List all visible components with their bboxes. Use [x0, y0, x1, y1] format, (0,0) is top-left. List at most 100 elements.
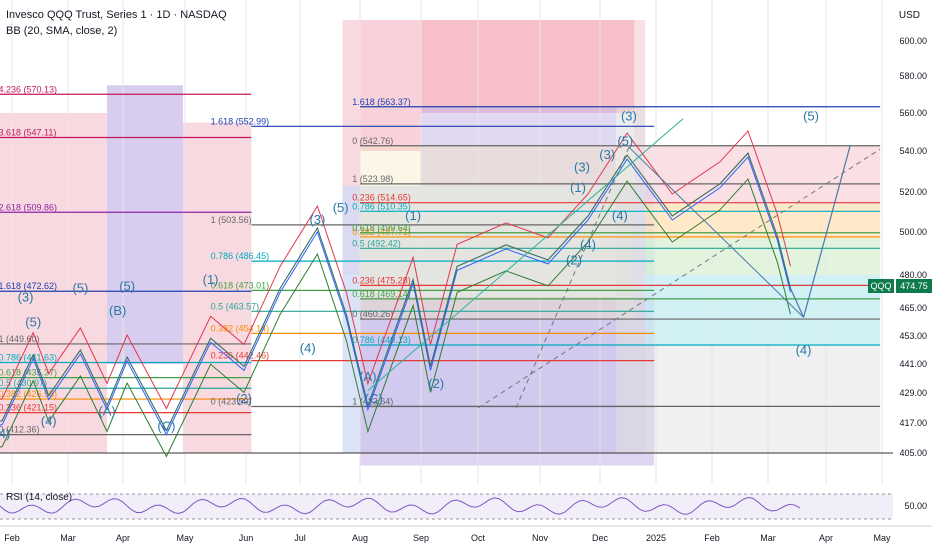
- wave-label-1: (3): [18, 289, 34, 304]
- fib-label-middle-7: 0 (423.59): [211, 397, 252, 407]
- wave-label-9: (1): [203, 272, 219, 287]
- wave-label-26: (4): [796, 343, 812, 358]
- y-tick-7: 465.00: [899, 303, 927, 313]
- y-tick-6: 480.00: [899, 270, 927, 280]
- wave-label-16: (1): [405, 208, 421, 223]
- y-tick-5: 500.00: [899, 227, 927, 237]
- channel-line: [367, 118, 684, 391]
- elliott-wave-labels: (4)(3)(5)(4)(5)(A)(B)(5)(C)(1)(2)(3)(5)(…: [0, 109, 819, 441]
- x-tick-14: Apr: [819, 533, 833, 543]
- fib-label-middle-0: 1.618 (552.99): [211, 116, 270, 126]
- fib-label-middle-1: 1 (503.56): [211, 215, 252, 225]
- x-tick-1: Mar: [60, 533, 76, 543]
- price-axis[interactable]: 600.00 580.00 560.00 540.00 520.00 500.00 480.…: [893, 0, 932, 525]
- fib-label-right-2: 1 (523.98): [352, 174, 393, 184]
- wave-label-19: (2): [566, 252, 582, 267]
- rsi-line: [0, 496, 801, 515]
- time-axis[interactable]: Feb Mar Apr May Jun Jul Aug Sep Oct Nov Dec 2025 Feb…: [0, 525, 932, 550]
- y-tick-2: 560.00: [899, 108, 927, 118]
- x-tick-11: 2025: [646, 533, 666, 543]
- indicator-label[interactable]: BB (20, SMA, close, 2): [6, 25, 118, 37]
- y-tick-1: 580.00: [899, 71, 927, 81]
- fib-label-right-3: 0.236 (514.65): [352, 193, 411, 203]
- wave-label-13: (4): [300, 340, 316, 355]
- projection-lines: [367, 118, 881, 409]
- fib-label-left-6: 0.618 (435.37): [0, 368, 57, 378]
- projection-wave-4: [789, 287, 805, 318]
- wave-label-5: (A): [98, 404, 115, 419]
- fib-label-left-0: 4.236 (570.13): [0, 84, 57, 94]
- fib-label-right-11: 0.786 (449.13): [352, 335, 411, 345]
- fib-label-left-10: 0 (412.36): [0, 425, 39, 435]
- wave-label-8: (C): [157, 419, 175, 434]
- fib-label-middle-4: 0.5 (463.57): [211, 301, 260, 311]
- fib-label-right-12: 1 (423.64): [352, 396, 393, 406]
- fib-label-right-4: 0.786 (510.35): [352, 201, 411, 211]
- currency-label[interactable]: USD: [898, 10, 920, 21]
- y-tick-8: 453.00: [899, 331, 927, 341]
- wave-label-0: (4): [0, 426, 10, 441]
- x-tick-13: Mar: [760, 533, 776, 543]
- price-line: [0, 152, 792, 432]
- grid-lines: [0, 0, 893, 525]
- fib-label-left-2: 2.618 (509.86): [0, 202, 57, 212]
- zone-right-grey: [645, 345, 881, 453]
- zone-purple-low: [360, 297, 655, 466]
- fib-label-left-9: 0.236 (421.15): [0, 403, 57, 413]
- fib-label-middle-6: 0.236 (442.46): [211, 351, 270, 361]
- time-axis-bg: [0, 526, 932, 550]
- chart-title[interactable]: Invesco QQQ Trust, Series 1 · 1D · NASDA…: [6, 9, 227, 21]
- wave-label-2: (5): [25, 315, 41, 330]
- y-tick-11: 417.00: [899, 418, 927, 428]
- x-tick-4: Jun: [239, 533, 254, 543]
- x-tick-6: Aug: [352, 533, 368, 543]
- trend-dashed-up: [477, 148, 881, 409]
- wave-label-27: (5): [803, 109, 819, 124]
- wave-label-4: (5): [72, 281, 88, 296]
- fib-label-right-5: 0.382 (497.71): [352, 227, 411, 237]
- wave-label-24: (5): [617, 133, 633, 148]
- wave-label-17: (2): [428, 376, 444, 391]
- wave-label-6: (B): [109, 303, 126, 318]
- zone-right-cyan: [645, 275, 881, 346]
- projection-wave-5: [802, 145, 851, 318]
- x-tick-12: Feb: [704, 533, 720, 543]
- fib-label-left-5: 0.786 (441.63): [0, 353, 57, 363]
- rsi-band: [0, 494, 893, 519]
- ticker-tag: QQQ: [868, 279, 894, 293]
- fib-label-right-0: 1.618 (563.37): [352, 97, 411, 107]
- projection-drop: [628, 146, 804, 318]
- y-tick-10: 429.00: [899, 388, 927, 398]
- wave-label-23: (4): [612, 208, 628, 223]
- y-tick-12: 405.00: [899, 448, 927, 458]
- x-tick-8: Oct: [471, 533, 486, 543]
- fib-label-middle-3: 0.618 (473.01): [211, 280, 270, 290]
- wave-label-3: (4): [41, 414, 57, 429]
- wave-label-10: (2): [236, 391, 252, 406]
- x-tick-0: Feb: [4, 533, 20, 543]
- fib-label-right-8: 0.618 (469.14): [352, 289, 411, 299]
- fib-label-left-8: 0.382 (426.58): [0, 389, 57, 399]
- x-tick-3: May: [176, 533, 194, 543]
- wave-label-20: (3): [574, 160, 590, 175]
- x-tick-10: Dec: [592, 533, 609, 543]
- bollinger-bands: [0, 130, 791, 458]
- x-tick-2: Apr: [116, 533, 130, 543]
- rsi-tick-label: 50.00: [904, 501, 927, 511]
- rsi-indicator-label[interactable]: RSI (14, close): [6, 492, 73, 503]
- wave-label-18: (1): [570, 180, 586, 195]
- wave-label-7: (5): [119, 278, 135, 293]
- fibonacci-levels: 4.236 (570.13) 3.618 (547.11) 2.618 (509.8…: [0, 84, 881, 436]
- wave-label-22: (3): [599, 147, 615, 162]
- fib-label-middle-5: 0.382 (454.14): [211, 323, 270, 333]
- fib-label-right-7: 0.5 (492.42): [352, 238, 401, 248]
- fib-label-right-6: 0.618 (499.64): [352, 223, 411, 233]
- y-tick-3: 540.00: [899, 146, 927, 156]
- wave-label-15: (C): [365, 391, 383, 406]
- x-tick-5: Jul: [294, 533, 306, 543]
- wave-label-11: (3): [309, 212, 325, 227]
- y-tick-4: 520.00: [899, 187, 927, 197]
- fib-label-middle-2: 0.786 (486.45): [211, 251, 270, 261]
